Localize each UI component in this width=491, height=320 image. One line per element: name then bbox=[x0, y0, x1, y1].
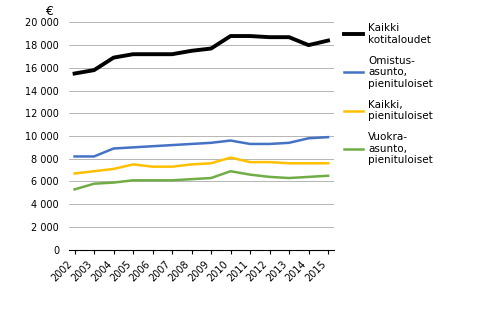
Kaikki
kotitaloudet bbox=[130, 52, 136, 56]
Vuokra-
asunto,
pienituloiset bbox=[110, 181, 116, 185]
Kaikki,
pienituloiset bbox=[189, 163, 194, 166]
Kaikki
kotitaloudet bbox=[150, 52, 156, 56]
Kaikki,
pienituloiset bbox=[208, 161, 214, 165]
Vuokra-
asunto,
pienituloiset bbox=[267, 175, 273, 179]
Kaikki,
pienituloiset bbox=[267, 160, 273, 164]
Kaikki,
pienituloiset bbox=[169, 165, 175, 169]
Vuokra-
asunto,
pienituloiset bbox=[130, 178, 136, 182]
Omistus-
asunto,
pienituloiset bbox=[130, 145, 136, 149]
Omistus-
asunto,
pienituloiset bbox=[305, 136, 311, 140]
Kaikki,
pienituloiset bbox=[247, 160, 253, 164]
Kaikki
kotitaloudet bbox=[267, 35, 273, 39]
Omistus-
asunto,
pienituloiset bbox=[91, 155, 97, 158]
Vuokra-
asunto,
pienituloiset bbox=[91, 182, 97, 186]
Omistus-
asunto,
pienituloiset bbox=[150, 144, 156, 148]
Vuokra-
asunto,
pienituloiset bbox=[228, 169, 234, 173]
Kaikki
kotitaloudet bbox=[91, 68, 97, 72]
Vuokra-
asunto,
pienituloiset bbox=[189, 177, 194, 181]
Kaikki
kotitaloudet bbox=[169, 52, 175, 56]
Kaikki,
pienituloiset bbox=[130, 163, 136, 166]
Kaikki
kotitaloudet bbox=[247, 34, 253, 38]
Kaikki
kotitaloudet bbox=[305, 43, 311, 47]
Kaikki,
pienituloiset bbox=[286, 161, 292, 165]
Vuokra-
asunto,
pienituloiset bbox=[247, 173, 253, 177]
Legend: Kaikki
kotitaloudet, Omistus-
asunto,
pienituloiset, Kaikki,
pienituloiset, Vuok: Kaikki kotitaloudet, Omistus- asunto, pi… bbox=[344, 23, 433, 165]
Vuokra-
asunto,
pienituloiset bbox=[150, 178, 156, 182]
Omistus-
asunto,
pienituloiset bbox=[110, 147, 116, 150]
Kaikki,
pienituloiset bbox=[72, 172, 78, 175]
Omistus-
asunto,
pienituloiset bbox=[169, 143, 175, 147]
Vuokra-
asunto,
pienituloiset bbox=[169, 178, 175, 182]
Kaikki
kotitaloudet bbox=[325, 39, 331, 43]
Vuokra-
asunto,
pienituloiset bbox=[305, 175, 311, 179]
Omistus-
asunto,
pienituloiset bbox=[189, 142, 194, 146]
Omistus-
asunto,
pienituloiset bbox=[247, 142, 253, 146]
Kaikki
kotitaloudet bbox=[228, 34, 234, 38]
Kaikki,
pienituloiset bbox=[325, 161, 331, 165]
Kaikki,
pienituloiset bbox=[150, 165, 156, 169]
Kaikki,
pienituloiset bbox=[91, 169, 97, 173]
Omistus-
asunto,
pienituloiset bbox=[208, 141, 214, 145]
Kaikki
kotitaloudet bbox=[286, 35, 292, 39]
Kaikki
kotitaloudet bbox=[208, 47, 214, 51]
Kaikki,
pienituloiset bbox=[228, 156, 234, 159]
Line: Vuokra-
asunto,
pienituloiset: Vuokra- asunto, pienituloiset bbox=[75, 171, 328, 189]
Kaikki,
pienituloiset bbox=[305, 161, 311, 165]
Line: Kaikki
kotitaloudet: Kaikki kotitaloudet bbox=[75, 36, 328, 74]
Omistus-
asunto,
pienituloiset bbox=[267, 142, 273, 146]
Line: Kaikki,
pienituloiset: Kaikki, pienituloiset bbox=[75, 157, 328, 173]
Omistus-
asunto,
pienituloiset bbox=[325, 135, 331, 139]
Vuokra-
asunto,
pienituloiset bbox=[208, 176, 214, 180]
Vuokra-
asunto,
pienituloiset bbox=[72, 188, 78, 191]
Kaikki
kotitaloudet bbox=[110, 56, 116, 60]
Kaikki
kotitaloudet bbox=[72, 72, 78, 76]
Line: Omistus-
asunto,
pienituloiset: Omistus- asunto, pienituloiset bbox=[75, 137, 328, 156]
Omistus-
asunto,
pienituloiset bbox=[72, 155, 78, 158]
Omistus-
asunto,
pienituloiset bbox=[228, 139, 234, 142]
Text: €: € bbox=[45, 5, 53, 18]
Vuokra-
asunto,
pienituloiset bbox=[325, 174, 331, 178]
Omistus-
asunto,
pienituloiset bbox=[286, 141, 292, 145]
Kaikki
kotitaloudet bbox=[189, 49, 194, 53]
Vuokra-
asunto,
pienituloiset bbox=[286, 176, 292, 180]
Kaikki,
pienituloiset bbox=[110, 167, 116, 171]
